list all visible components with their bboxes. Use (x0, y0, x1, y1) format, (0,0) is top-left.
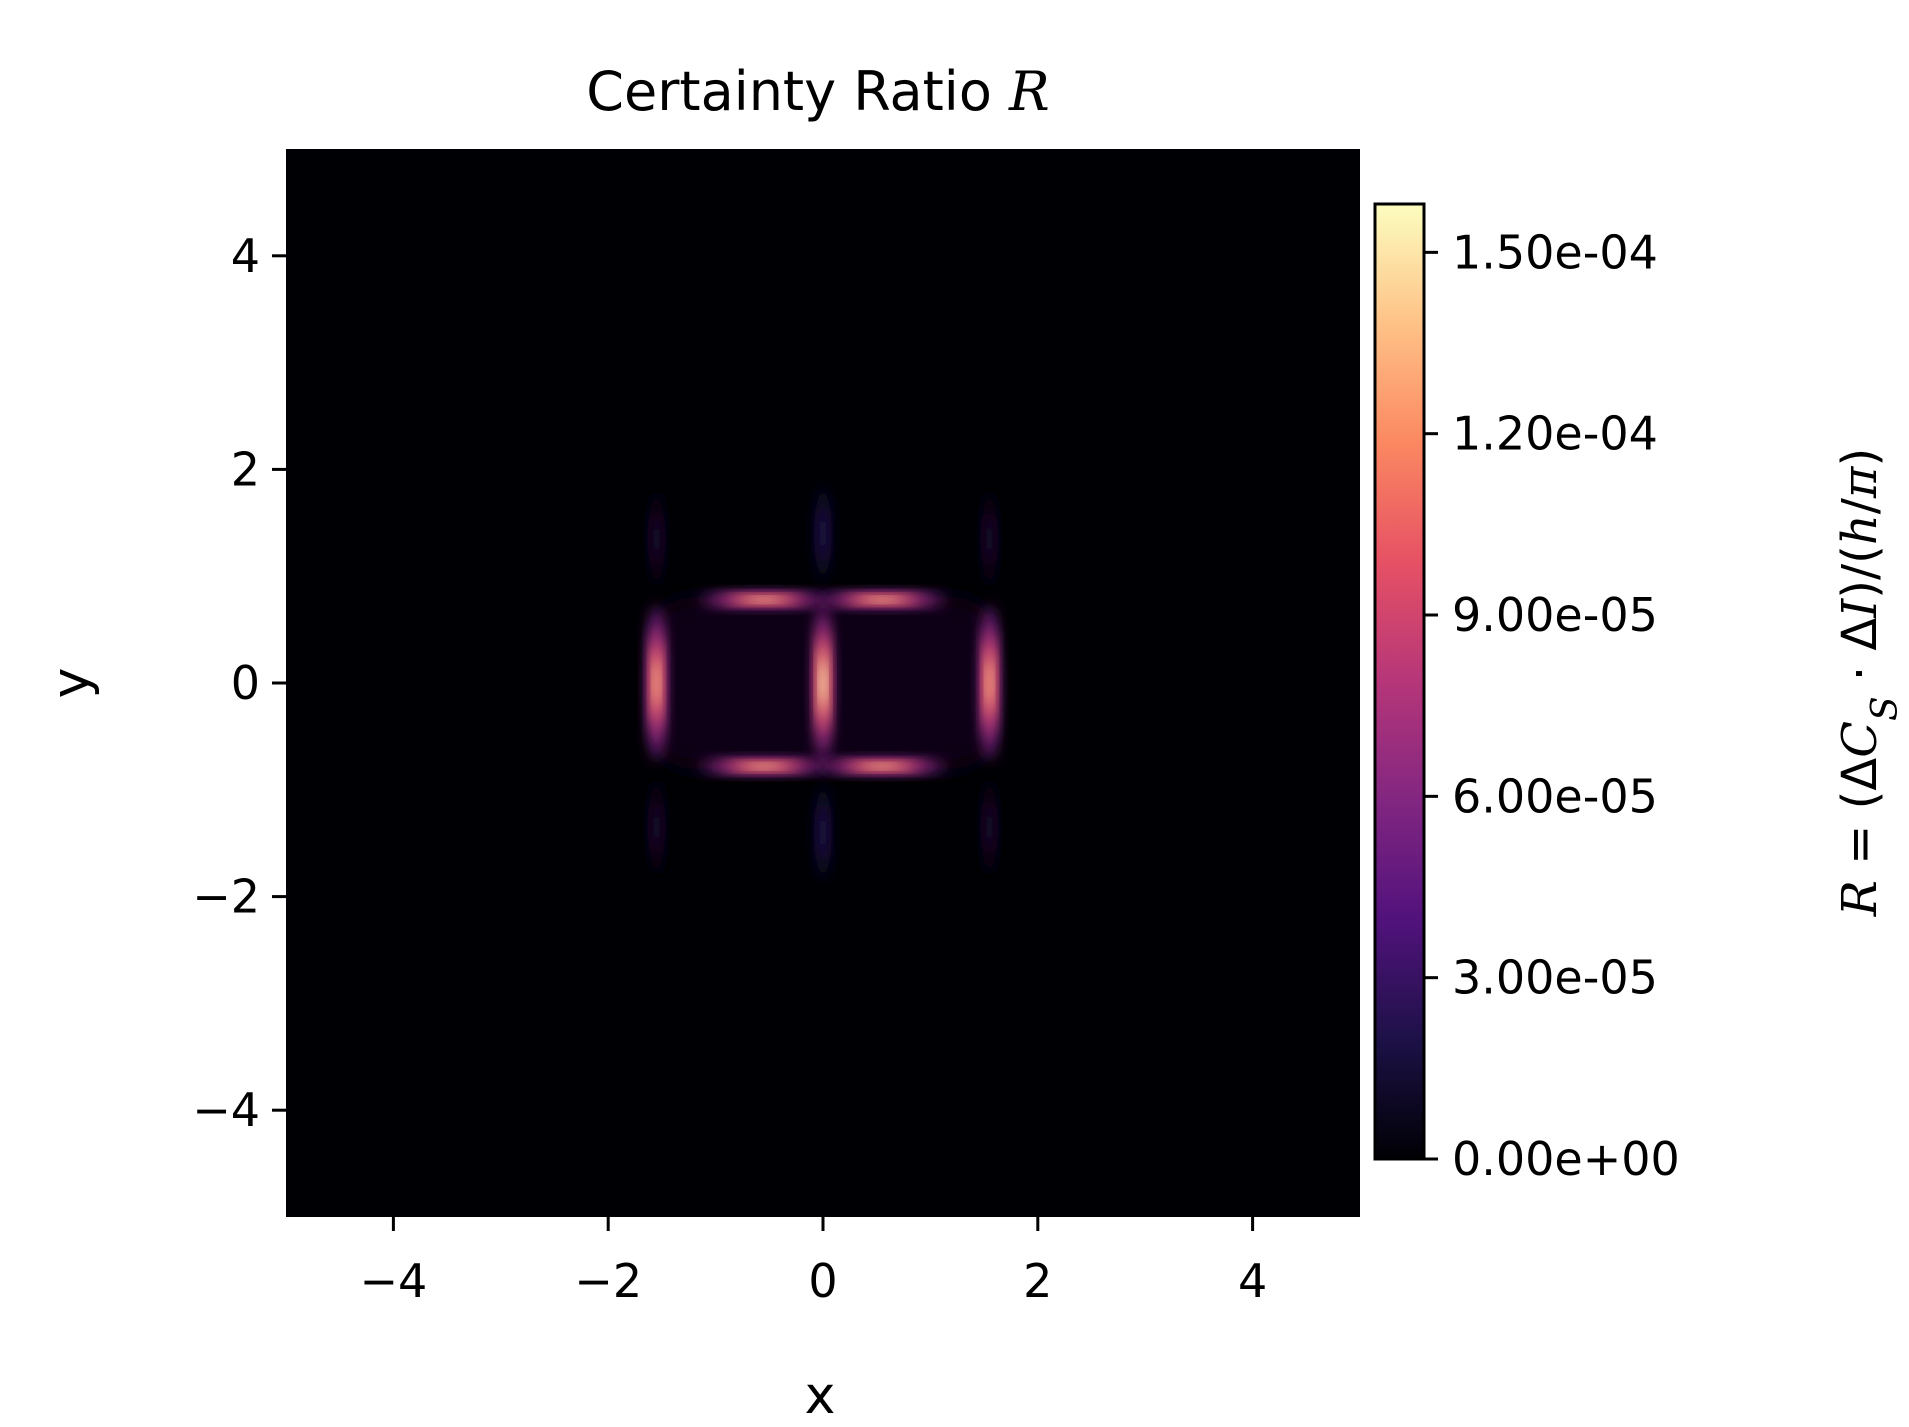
heatmap-hotspot (647, 490, 666, 587)
x-tick-label: −4 (359, 1254, 427, 1308)
colorbar (1373, 202, 1426, 1161)
chart-title-text: Certainty Ratio (586, 60, 1009, 123)
colorbar-tick-label: 1.20e-04 (1452, 407, 1658, 461)
heatmap-hotspot (647, 779, 666, 876)
heatmap-hotspot (980, 779, 999, 876)
colorbar-tick-label: 3.00e-05 (1452, 951, 1658, 1005)
chart-title: Certainty Ratio R (586, 60, 1049, 123)
x-tick-label: 4 (1238, 1254, 1267, 1308)
x-tick-label: 2 (1023, 1254, 1052, 1308)
colorbar-label: R = (ΔCS · ΔI)/(h/π) (1832, 448, 1906, 917)
heatmap-hotspot (979, 606, 1000, 760)
heatmap-hotspot (817, 592, 947, 608)
y-tick-label: −4 (192, 1083, 260, 1137)
colorbar-tick-label: 0.00e+00 (1452, 1132, 1680, 1186)
chart-title-symbol: R (1008, 60, 1050, 123)
heatmap-hotspot (699, 758, 829, 774)
y-tick-label: 4 (231, 229, 260, 283)
x-tick-label: −2 (574, 1254, 642, 1308)
heatmap-hotspot (817, 758, 947, 774)
heatmap-hotspot (646, 606, 667, 760)
x-axis: −4 −2 0 2 4 (359, 1217, 1267, 1308)
heatmap-marks (646, 485, 1000, 881)
colorbar-axis: 0.00e+00 3.00e-05 6.00e-05 9.00e-05 1.20e-04… (1424, 225, 1680, 1186)
y-tick-label: −2 (192, 870, 260, 924)
colorbar-tick-label: 6.00e-05 (1452, 769, 1658, 823)
colorbar-tick-label: 9.00e-05 (1452, 588, 1658, 642)
y-tick-label: 2 (231, 442, 260, 496)
heatmap-hotspot (814, 485, 832, 582)
heatmap-hotspot (814, 784, 832, 881)
heatmap-hotspot (699, 592, 829, 608)
colorbar-tick-label: 1.50e-04 (1452, 225, 1658, 279)
heatmap-hotspot (980, 490, 999, 587)
x-tick-label: 0 (808, 1254, 837, 1308)
x-axis-label: x (805, 1366, 836, 1426)
y-axis-label: y (41, 668, 101, 699)
heatmap-hotspot (813, 606, 833, 760)
y-axis: −4 −2 0 2 4 (192, 229, 286, 1137)
y-tick-label: 0 (231, 656, 260, 710)
